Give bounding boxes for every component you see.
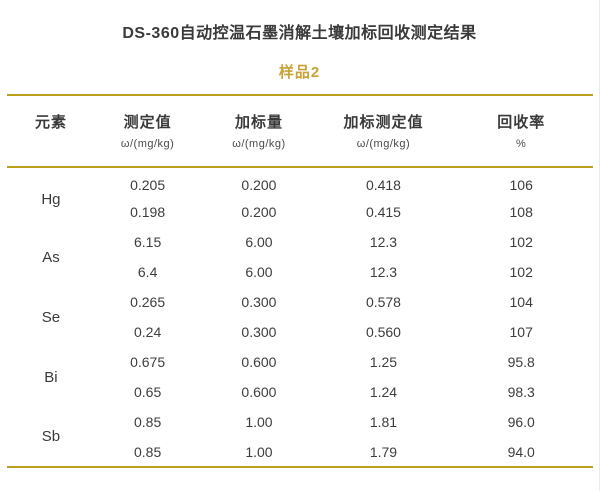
spike-amount-cell: 6.00 — [245, 234, 273, 250]
col-header-recovery: 回收率 % — [449, 95, 593, 167]
spike-amount-cell: 1.00 — [245, 443, 273, 460]
spiked-measured-cell: 0.415 — [365, 204, 401, 220]
table-row: 0.65 0.600 1.24 98.3 — [7, 377, 593, 407]
spiked-measured-cell: 1.25 — [369, 354, 398, 370]
col-header-element-label: 元素 — [34, 114, 67, 131]
col-header-recovery-unit: % — [516, 138, 527, 150]
element-cell: Hg — [41, 191, 61, 208]
sample-subtitle: 样品2 — [278, 64, 321, 81]
col-header-spike-label: 加标量 — [234, 114, 283, 131]
measured-value-cell: 6.4 — [137, 264, 158, 280]
recovery-cell: 104 — [509, 294, 533, 310]
recovery-results-table: 元素 测定值 ω/(mg/kg) 加标量 ω/(mg/kg) 加标测定值 ω/(… — [7, 94, 593, 468]
col-header-spiked-measured: 加标测定值 ω/(mg/kg) — [318, 95, 450, 167]
spiked-measured-cell: 0.578 — [365, 294, 401, 310]
spike-amount-cell: 6.00 — [245, 264, 273, 280]
spiked-measured-cell: 1.24 — [369, 384, 398, 400]
col-header-spiked-measured-label: 加标测定值 — [343, 114, 424, 131]
spike-amount-cell: 0.200 — [241, 204, 277, 220]
element-cell: As — [42, 248, 60, 266]
spike-amount-cell: 0.300 — [241, 324, 277, 340]
measured-value-cell: 0.85 — [134, 414, 162, 430]
element-cell: Sb — [41, 428, 61, 445]
col-header-spiked-measured-unit: ω/(mg/kg) — [356, 138, 411, 150]
element-cell: Se — [41, 308, 61, 326]
table-row: 0.85 1.00 1.79 94.0 — [7, 437, 593, 467]
table-row: Bi 0.675 0.600 1.25 95.8 — [7, 347, 593, 386]
col-header-measured-unit: ω/(mg/kg) — [120, 138, 175, 150]
table-header: 元素 测定值 ω/(mg/kg) 加标量 ω/(mg/kg) 加标测定值 ω/(… — [7, 95, 593, 167]
recovery-cell: 106 — [509, 176, 533, 193]
recovery-cell: 98.3 — [507, 384, 535, 400]
measured-value-cell: 0.65 — [134, 384, 162, 400]
spike-amount-cell: 0.600 — [241, 384, 277, 400]
table-row: 0.198 0.200 0.415 108 — [7, 197, 593, 227]
table-row: Hg 0.205 0.200 0.418 106 — [7, 167, 593, 209]
recovery-cell: 107 — [509, 324, 533, 340]
header-row: 元素 测定值 ω/(mg/kg) 加标量 ω/(mg/kg) 加标测定值 ω/(… — [7, 95, 593, 167]
measured-value-cell: 0.198 — [130, 204, 166, 220]
col-header-measured-label: 测定值 — [123, 114, 172, 131]
spike-amount-cell: 0.300 — [241, 294, 277, 310]
measured-value-cell: 0.24 — [134, 324, 162, 340]
recovery-cell: 94.0 — [507, 443, 535, 460]
col-header-spike-unit: ω/(mg/kg) — [232, 138, 286, 150]
col-header-spike: 加标量 ω/(mg/kg) — [200, 95, 317, 167]
spike-amount-cell: 1.00 — [245, 414, 273, 430]
table-row: 0.24 0.300 0.560 107 — [7, 317, 593, 347]
recovery-cell: 108 — [509, 204, 533, 220]
page-title: DS-360自动控温石墨消解土壤加标回收测定结果 — [122, 25, 477, 42]
table-row: Sb 0.85 1.00 1.81 96.0 — [7, 407, 593, 445]
spiked-measured-cell: 12.3 — [369, 234, 398, 250]
spiked-measured-cell: 0.560 — [365, 324, 401, 340]
spiked-measured-cell: 12.3 — [369, 264, 398, 280]
recovery-cell: 102 — [509, 234, 533, 250]
col-header-element: 元素 — [7, 95, 95, 167]
col-header-element-unit — [7, 138, 95, 151]
measured-value-cell: 6.15 — [134, 234, 162, 250]
measured-value-cell: 0.85 — [134, 443, 162, 460]
element-cell: Bi — [44, 368, 58, 386]
spiked-measured-cell: 1.81 — [369, 414, 398, 430]
table-body: Hg 0.205 0.200 0.418 106 0.198 0.200 0.415 108 As… — [7, 167, 593, 467]
measured-value-cell: 0.205 — [130, 176, 166, 193]
col-header-measured: 测定值 ω/(mg/kg) — [95, 95, 200, 167]
table-row: Se 0.265 0.300 0.578 104 — [7, 287, 593, 326]
measured-value-cell: 0.265 — [130, 294, 166, 310]
table-row: As 6.15 6.00 12.3 102 — [7, 227, 593, 266]
col-header-recovery-label: 回收率 — [497, 114, 546, 131]
table-row: 6.4 6.00 12.3 102 — [7, 257, 593, 287]
recovery-cell: 95.8 — [507, 354, 535, 370]
recovery-cell: 96.0 — [507, 414, 535, 430]
spike-amount-cell: 0.600 — [241, 354, 277, 370]
recovery-cell: 102 — [509, 264, 533, 280]
spiked-measured-cell: 1.79 — [369, 443, 398, 460]
spike-amount-cell: 0.200 — [241, 176, 277, 193]
measured-value-cell: 0.675 — [130, 354, 166, 370]
spiked-measured-cell: 0.418 — [365, 176, 401, 193]
